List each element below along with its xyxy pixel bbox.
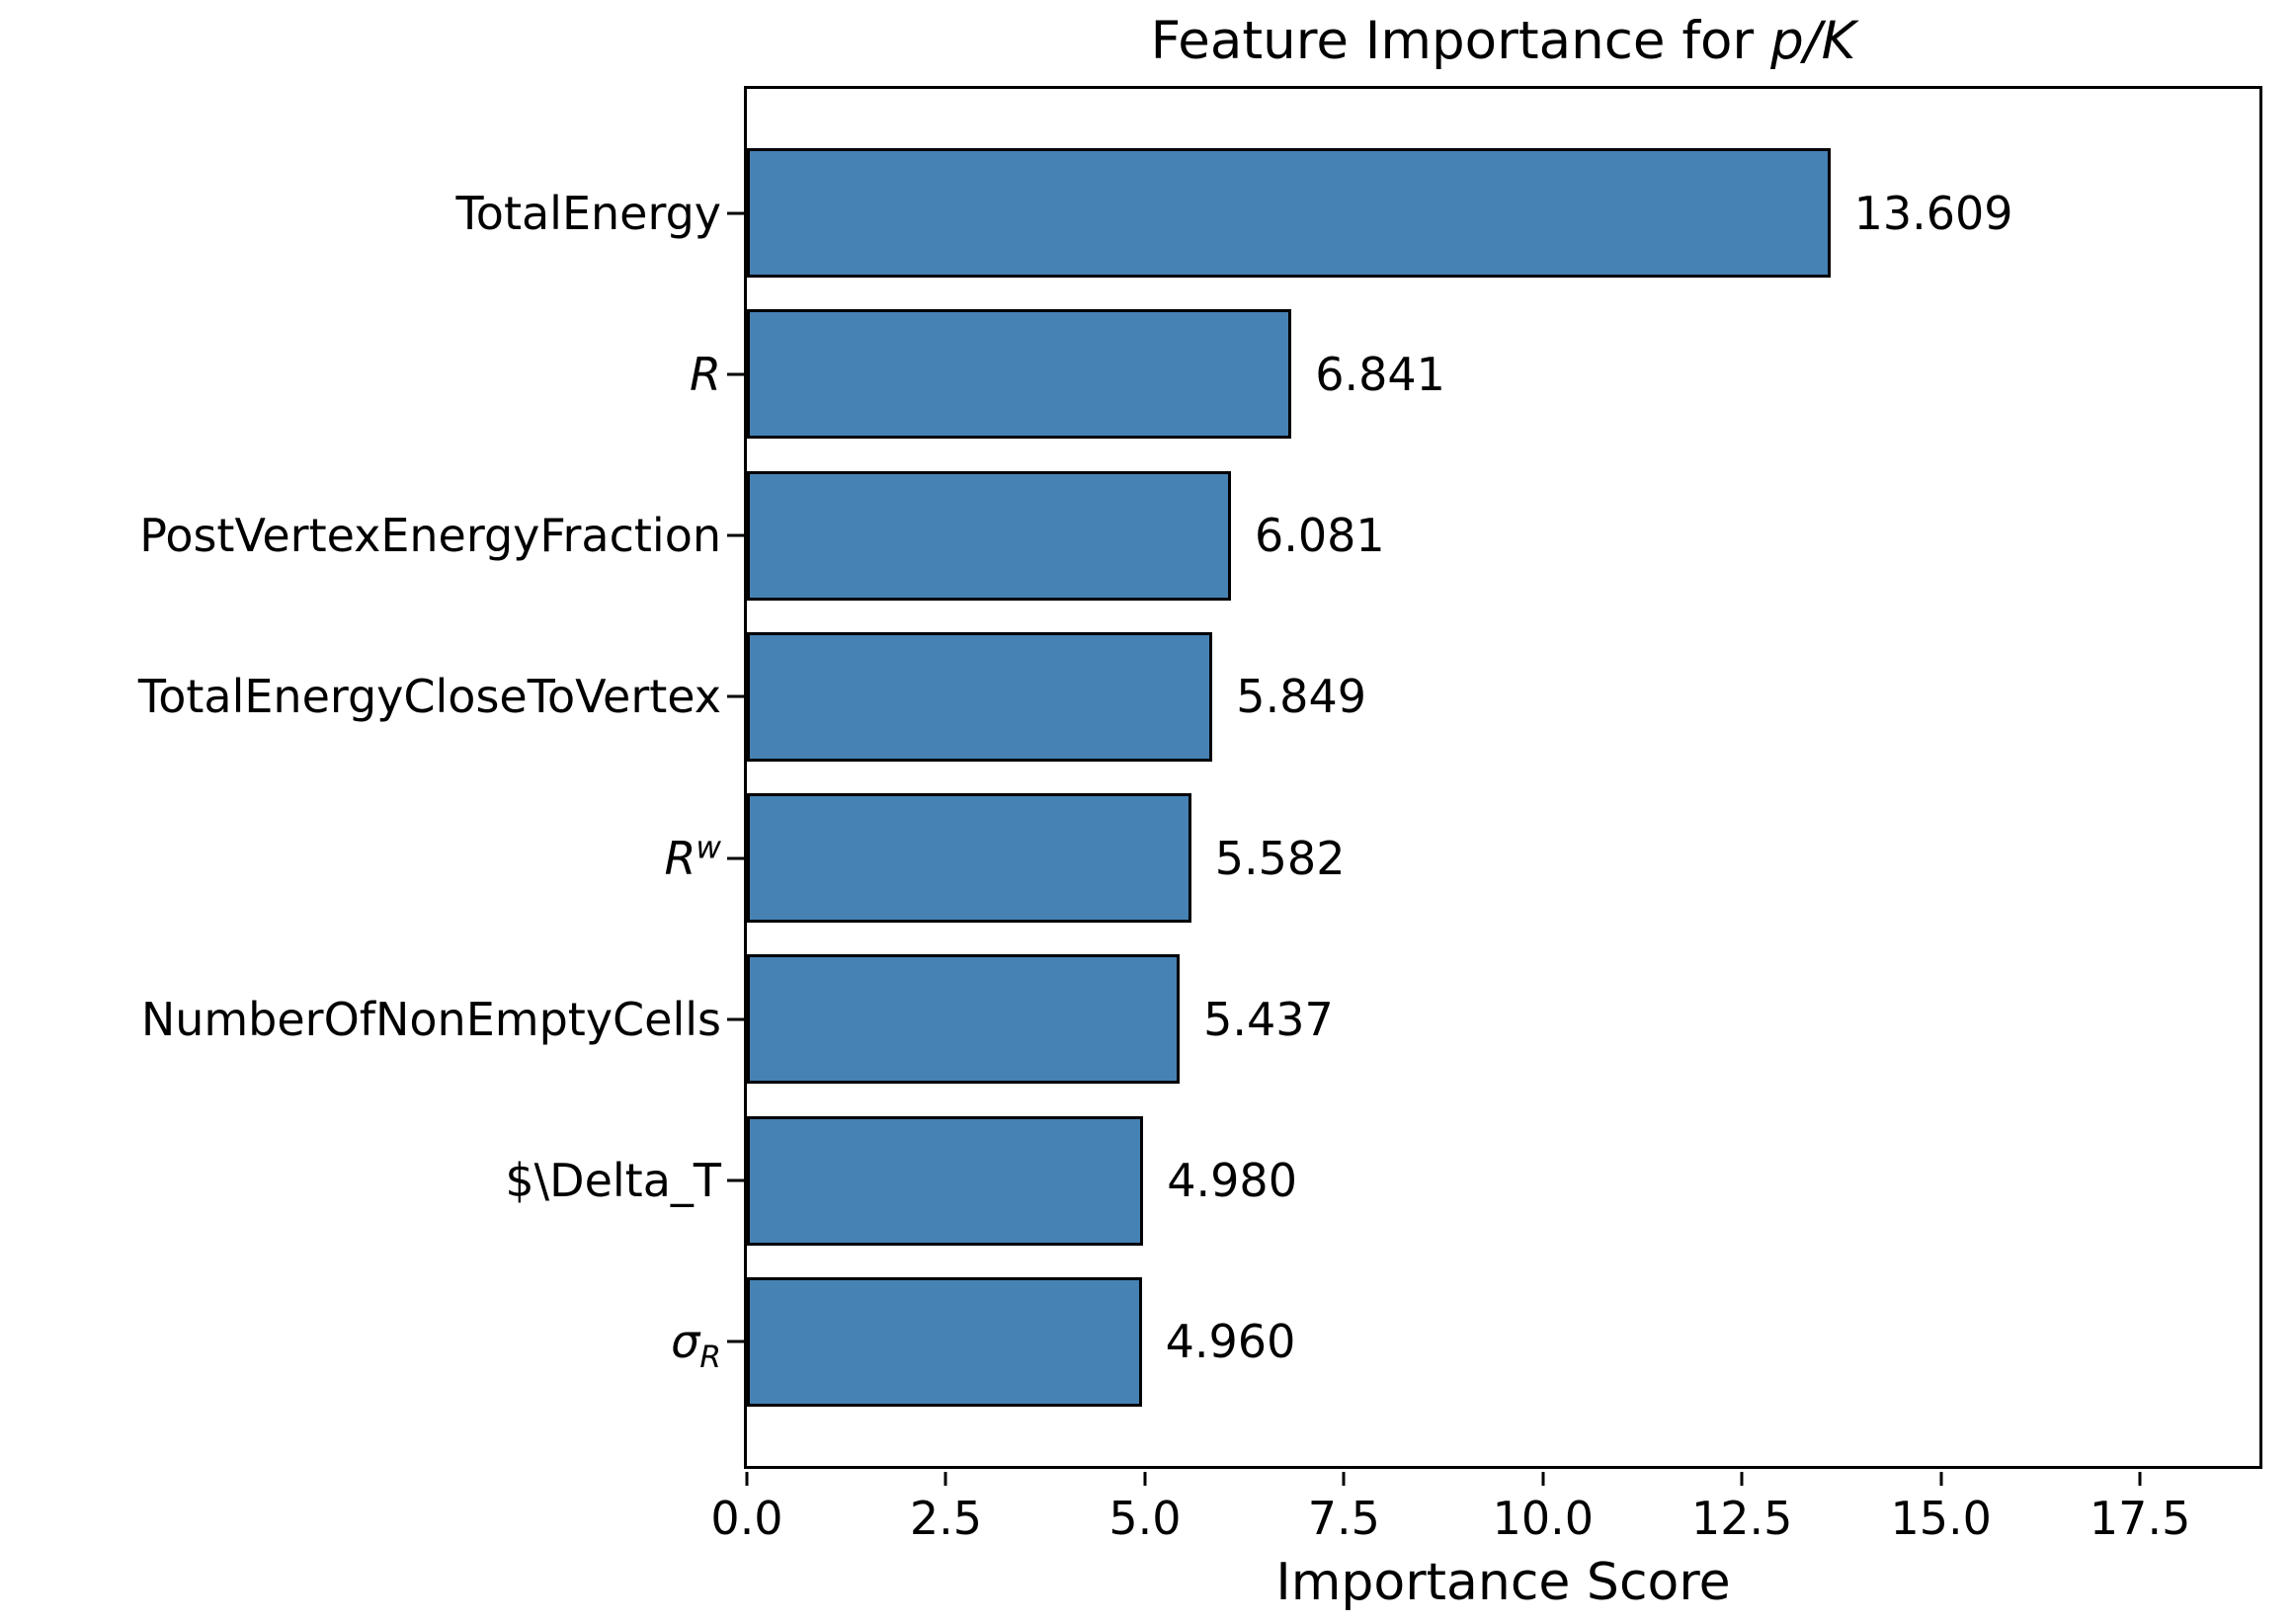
x-tick-mark xyxy=(943,1472,947,1486)
bar-value-label: 5.582 xyxy=(1214,831,1346,885)
y-tick-mark xyxy=(727,1340,744,1343)
category-label: PostVertexEnergyFraction xyxy=(139,509,721,563)
x-tick-label: 10.0 xyxy=(1492,1492,1594,1545)
x-tick-label: 2.5 xyxy=(909,1492,983,1545)
y-axis-label: TotalEnergyCloseToVertex xyxy=(138,674,721,719)
bar xyxy=(747,793,1191,924)
bar-row: $\Delta_T 4.980 xyxy=(505,1115,2259,1246)
bar-row: Rw 5.582 xyxy=(664,793,2259,924)
x-axis-title: Importance Score xyxy=(1275,1553,1731,1612)
bar-value-label: 4.960 xyxy=(1165,1315,1296,1369)
y-tick-mark xyxy=(727,533,744,537)
y-axis-label: PostVertexEnergyFraction xyxy=(139,513,721,558)
x-axis: 0.0 2.5 5.0 7.5 10.0 12.5 15.0 17.5 xyxy=(710,1472,2259,1555)
x-tick-label: 0.0 xyxy=(710,1492,783,1545)
bar xyxy=(747,954,1181,1085)
category-superscript: w xyxy=(696,830,721,865)
chart-title: Feature Importance for p/K xyxy=(744,11,2262,72)
y-axis-label: TotalEnergy xyxy=(456,191,721,236)
chart-title-text: Feature Importance for xyxy=(1150,11,1771,71)
bar-value-label: 5.437 xyxy=(1203,992,1334,1046)
y-tick-mark xyxy=(727,856,744,860)
superscript-w: w xyxy=(696,830,721,866)
bar-value-label: 6.081 xyxy=(1255,509,1385,563)
y-tick-mark xyxy=(727,694,744,698)
y-tick-mark xyxy=(727,211,744,214)
category-label: $\Delta_T xyxy=(505,1154,721,1208)
y-tick-mark xyxy=(727,372,744,376)
bar xyxy=(747,470,1231,601)
chart-title-math: p/K xyxy=(1770,11,1856,71)
bar xyxy=(747,148,1831,278)
y-axis-label: σR xyxy=(671,1319,721,1373)
y-axis-label: Rw xyxy=(664,833,721,881)
x-tick-mark xyxy=(745,1472,749,1486)
category-label: R xyxy=(664,831,697,885)
x-tick-label: 5.0 xyxy=(1108,1492,1182,1545)
bar xyxy=(747,1276,1142,1407)
bar-row: R 6.841 xyxy=(690,309,2259,440)
x-tick-label: 15.0 xyxy=(1890,1492,1992,1545)
bar-value-label: 13.609 xyxy=(1853,186,2013,240)
x-tick-mark xyxy=(1342,1472,1346,1486)
y-tick-mark xyxy=(727,1178,744,1182)
category-subscript: R xyxy=(699,1340,721,1376)
bar-row: TotalEnergy 13.609 xyxy=(456,148,2259,278)
bar xyxy=(747,309,1292,440)
category-label: NumberOfNonEmptyCells xyxy=(140,992,721,1046)
bar-value-label: 4.980 xyxy=(1167,1154,1297,1208)
bar-row: NumberOfNonEmptyCells 5.437 xyxy=(141,954,2259,1085)
x-tick-mark xyxy=(1939,1472,1943,1486)
bar-value-label: 5.849 xyxy=(1236,670,1366,724)
x-tick-mark xyxy=(1143,1472,1147,1486)
bar xyxy=(747,1115,1144,1246)
bar-row: σR 4.960 xyxy=(671,1276,2259,1407)
x-tick-label: 7.5 xyxy=(1307,1492,1380,1545)
x-tick-mark xyxy=(2138,1472,2142,1486)
category-label: TotalEnergy xyxy=(455,186,721,240)
bar-value-label: 6.841 xyxy=(1315,347,1445,401)
y-tick-mark xyxy=(727,1017,744,1021)
x-tick-mark xyxy=(1740,1472,1744,1486)
bar-row: PostVertexEnergyFraction 6.081 xyxy=(139,470,2259,601)
plot-area: TotalEnergy 13.609 R 6.841 PostVertexEne… xyxy=(138,86,2262,1469)
subscript-r: R xyxy=(699,1340,721,1376)
x-tick-mark xyxy=(1541,1472,1545,1486)
y-axis-label: $\Delta_T xyxy=(505,1158,721,1203)
category-label: TotalEnergyCloseToVertex xyxy=(137,670,721,724)
x-tick-label: 12.5 xyxy=(1691,1492,1793,1545)
x-tick-label: 17.5 xyxy=(2089,1492,2191,1545)
bar-row: TotalEnergyCloseToVertex 5.849 xyxy=(138,631,2259,762)
y-axis-label: R xyxy=(690,352,721,397)
bar xyxy=(747,631,1213,762)
y-axis-label: NumberOfNonEmptyCells xyxy=(141,997,721,1042)
category-label: R xyxy=(690,347,721,401)
category-label: σ xyxy=(671,1315,700,1369)
